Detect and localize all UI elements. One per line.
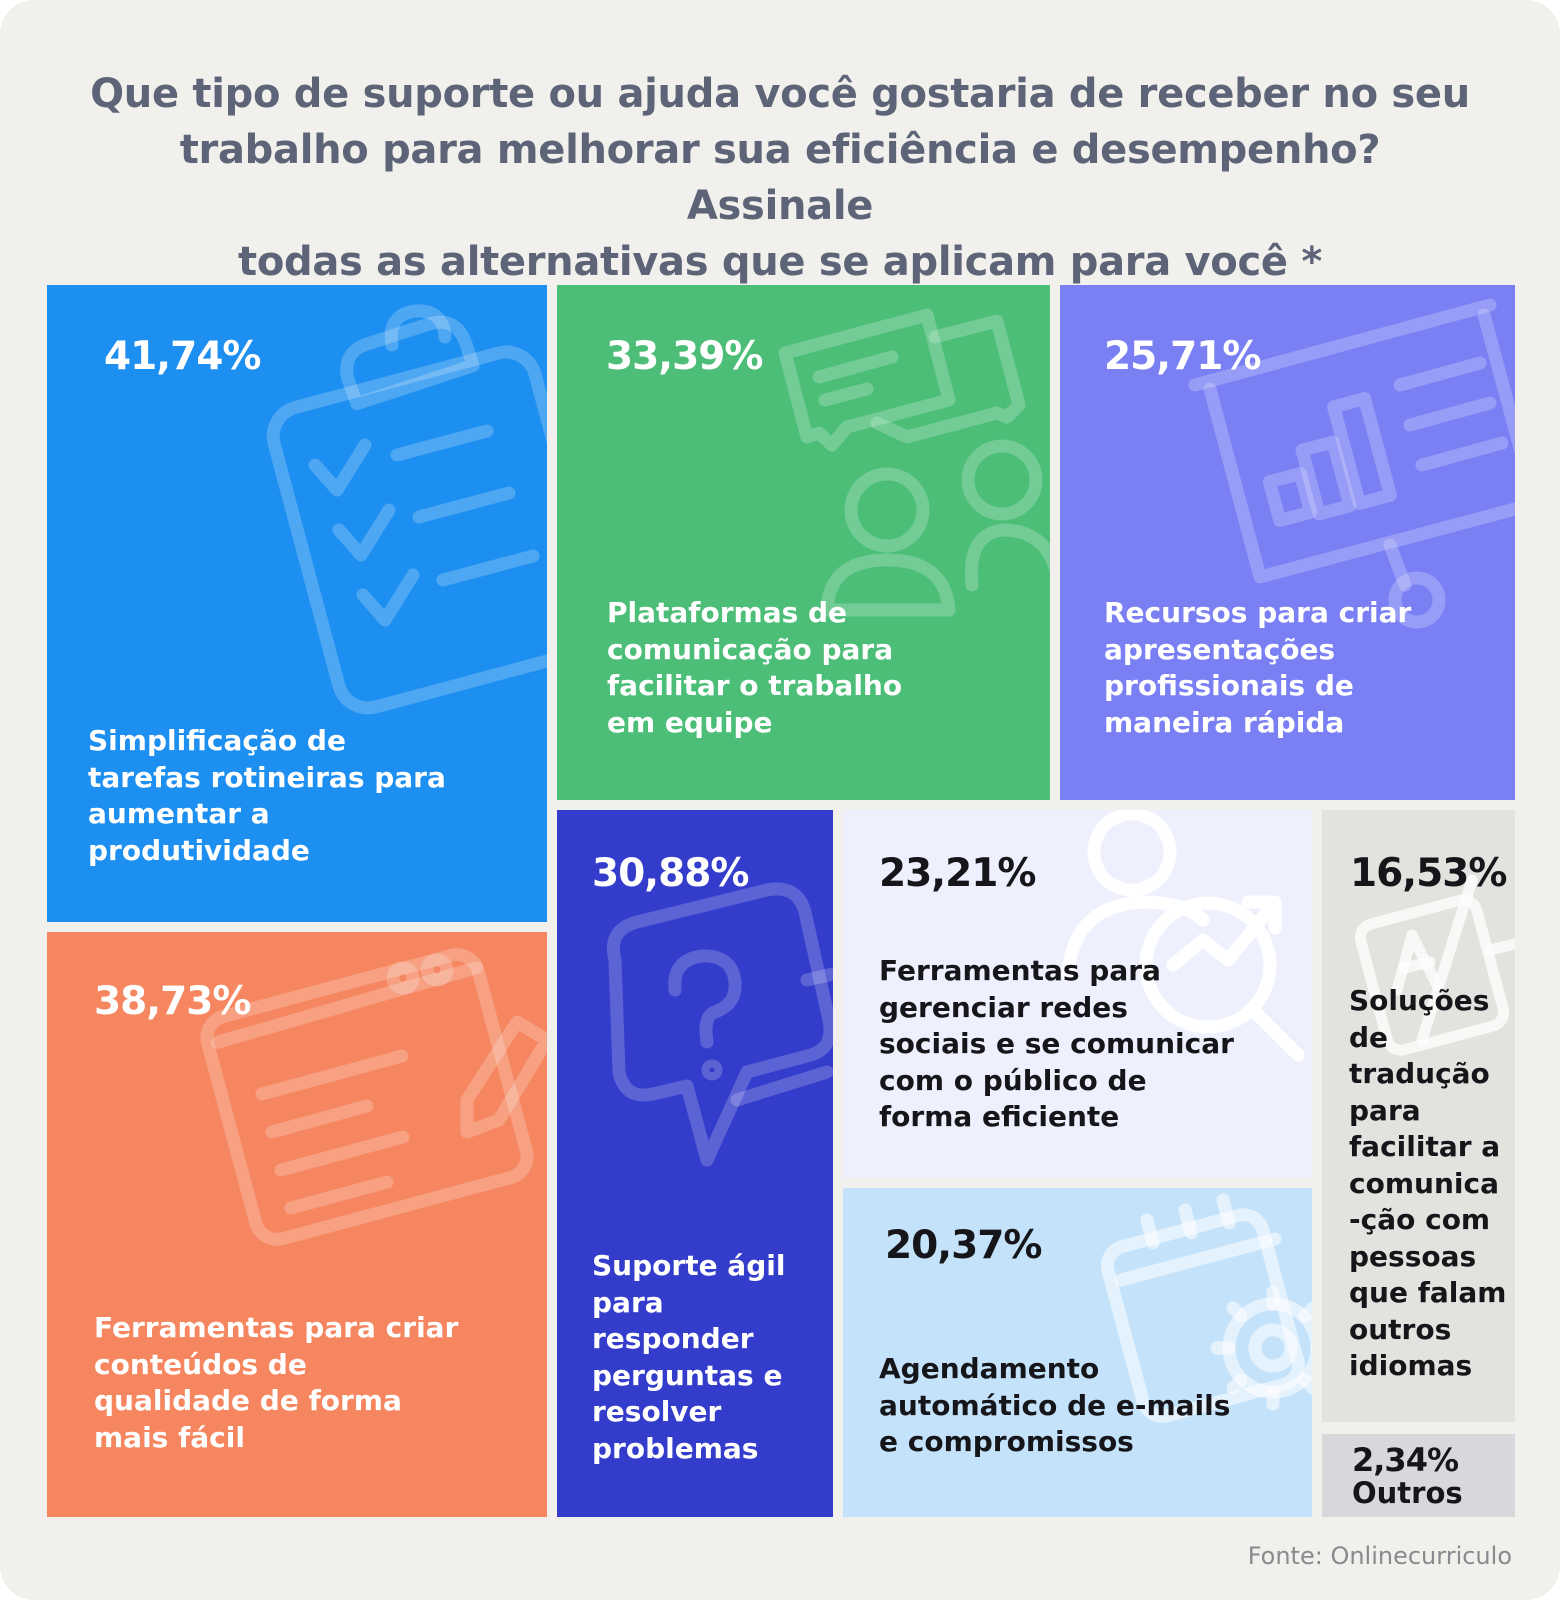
tile-percentage: 25,71% [1104,334,1261,379]
label-line: Simplificação de [88,724,346,757]
label-line: Soluções [1349,984,1490,1017]
label-line: -ção com [1349,1203,1491,1236]
source-note: Fonte: Onlinecurriculo [1247,1542,1512,1570]
label-line: pessoas [1349,1239,1477,1273]
tile-percentage: 38,73% [94,979,251,1024]
translate-icon [1354,874,1515,1056]
label-line: gerenciar redes [879,990,1128,1024]
tile-traducao: 16,53% Soluções de tradução para facilit… [1322,810,1515,1422]
tile-percentage: 20,37% [885,1223,1042,1268]
tile-label: Simplificação de tarefas rotineiras para… [88,723,446,869]
tile-suporte: 30,88% Suporte ágil para responder pergu… [557,810,833,1517]
label-line: responder [592,1322,754,1355]
label-line: sociais e se comunicar [879,1027,1234,1060]
label-line: tarefas rotineiras para [88,760,446,794]
label-line: em equipe [607,705,773,739]
label-line: mais fácil [94,1420,245,1454]
label-line: tradução [1349,1057,1490,1090]
tile-percentage: 41,74% [104,334,261,379]
tile-simplificacao: 41,74% Simplificação de tarefas rotineir… [47,285,547,922]
team-chat-icon [778,308,1050,617]
label-line: maneira rápida [1104,705,1345,739]
tile-percentage: 23,21% [879,851,1036,896]
label-line: comunicação para [607,632,894,666]
tile-agendamento: 20,37% Agendamento automático de e-mails… [843,1188,1312,1517]
tile-redes: 23,21% Ferramentas para gerenciar redes … [843,810,1312,1178]
label-line: de [1349,1020,1389,1054]
label-line: outros [1349,1312,1452,1346]
tile-label: Ferramentas para criar conteúdos de qual… [94,1310,458,1456]
label-line: aumentar a [88,797,270,830]
tile-label: Soluções de tradução para facilitar a co… [1349,983,1506,1385]
question-bubble-icon [606,882,833,1167]
label-line: Plataformas de [607,596,848,629]
calendar-gear-icon [1100,1193,1312,1423]
label-line: qualidade de forma [94,1384,402,1417]
tile-comunicacao: 33,39% Plataformas de comunicação para f… [557,285,1050,800]
tile-outros: 2,34% Outros [1322,1434,1515,1517]
label-line: Agendamento [879,1352,1100,1385]
label-line: idiomas [1349,1349,1473,1382]
label-line: Ferramentas para criar [94,1311,459,1344]
chart-title: Que tipo de suporte ou ajuda você gostar… [90,66,1470,290]
title-line: Que tipo de suporte ou ajuda você gostar… [90,71,1470,117]
title-line: trabalho para melhorar sua eficiência e … [179,127,1381,229]
tile-label: Ferramentas para gerenciar redes sociais… [879,953,1234,1136]
label-line: conteúdos de [94,1347,307,1381]
label-line: resolver [592,1395,722,1428]
label-line: para [592,1285,664,1319]
tile-percentage: 30,88% [592,851,749,896]
title-line: todas as alternativas que se aplicam par… [238,239,1322,285]
label-line: com o público de [879,1063,1147,1097]
tile-percentage: 16,53% [1350,851,1507,896]
presentation-board-icon [1188,298,1515,629]
tile-label: Plataformas de comunicação para facilita… [607,595,902,741]
tile-label: Suporte ágil para responder perguntas e … [592,1248,785,1467]
label-line: Ferramentas para [879,954,1161,987]
label-line: Suporte ágil [592,1249,786,1282]
label-line: automático de e-mails [879,1388,1231,1422]
tile-label: Recursos para criar apresentações profis… [1104,595,1411,741]
label-line: facilitar o trabalho [607,669,903,702]
tile-percentage: 33,39% [606,334,763,379]
label-line: para [1349,1093,1421,1127]
tile-label: Outros [1352,1476,1463,1510]
browser-pencil-icon [200,948,547,1246]
label-line: profissionais de [1104,669,1354,702]
label-line: apresentações [1104,632,1336,666]
label-line: facilitar a [1349,1130,1501,1163]
label-line: perguntas e [592,1358,783,1392]
tile-percentage: 2,34% [1352,1441,1459,1479]
label-line: que falam [1349,1276,1507,1309]
tile-conteudos: 38,73% Ferramentas para criar conteúdos … [47,932,547,1517]
label-line: problemas [592,1431,759,1465]
label-line: e compromissos [879,1425,1134,1458]
tile-apresentacoes: 25,71% Recursos para criar apresentações… [1060,285,1515,800]
label-line: forma eficiente [879,1100,1120,1133]
label-line: produtividade [88,833,310,867]
clipboard-checklist-icon [266,304,547,715]
label-line: comunica [1349,1166,1499,1200]
tile-label: Agendamento automático de e-mails e comp… [879,1351,1230,1461]
label-line: Recursos para criar [1104,596,1412,629]
user-growth-icon [1061,810,1305,1062]
